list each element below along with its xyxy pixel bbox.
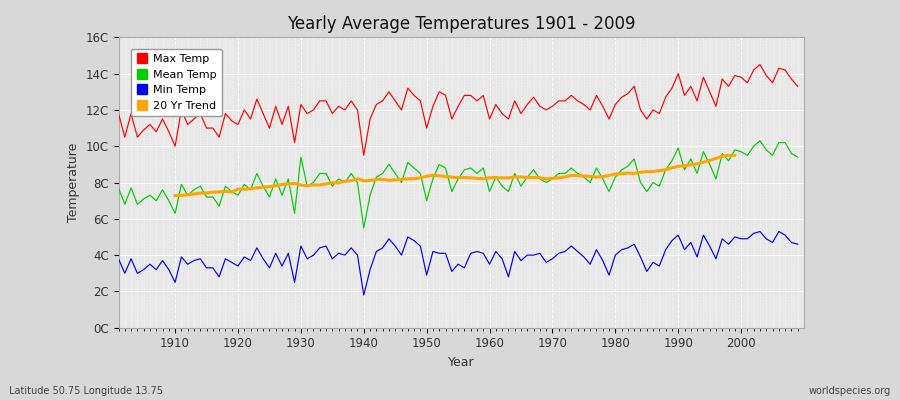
Text: Latitude 50.75 Longitude 13.75: Latitude 50.75 Longitude 13.75	[9, 386, 163, 396]
Text: worldspecies.org: worldspecies.org	[809, 386, 891, 396]
Legend: Max Temp, Mean Temp, Min Temp, 20 Yr Trend: Max Temp, Mean Temp, Min Temp, 20 Yr Tre…	[130, 49, 222, 116]
Y-axis label: Temperature: Temperature	[67, 143, 80, 222]
Title: Yearly Average Temperatures 1901 - 2009: Yearly Average Temperatures 1901 - 2009	[287, 15, 635, 33]
X-axis label: Year: Year	[448, 356, 474, 369]
